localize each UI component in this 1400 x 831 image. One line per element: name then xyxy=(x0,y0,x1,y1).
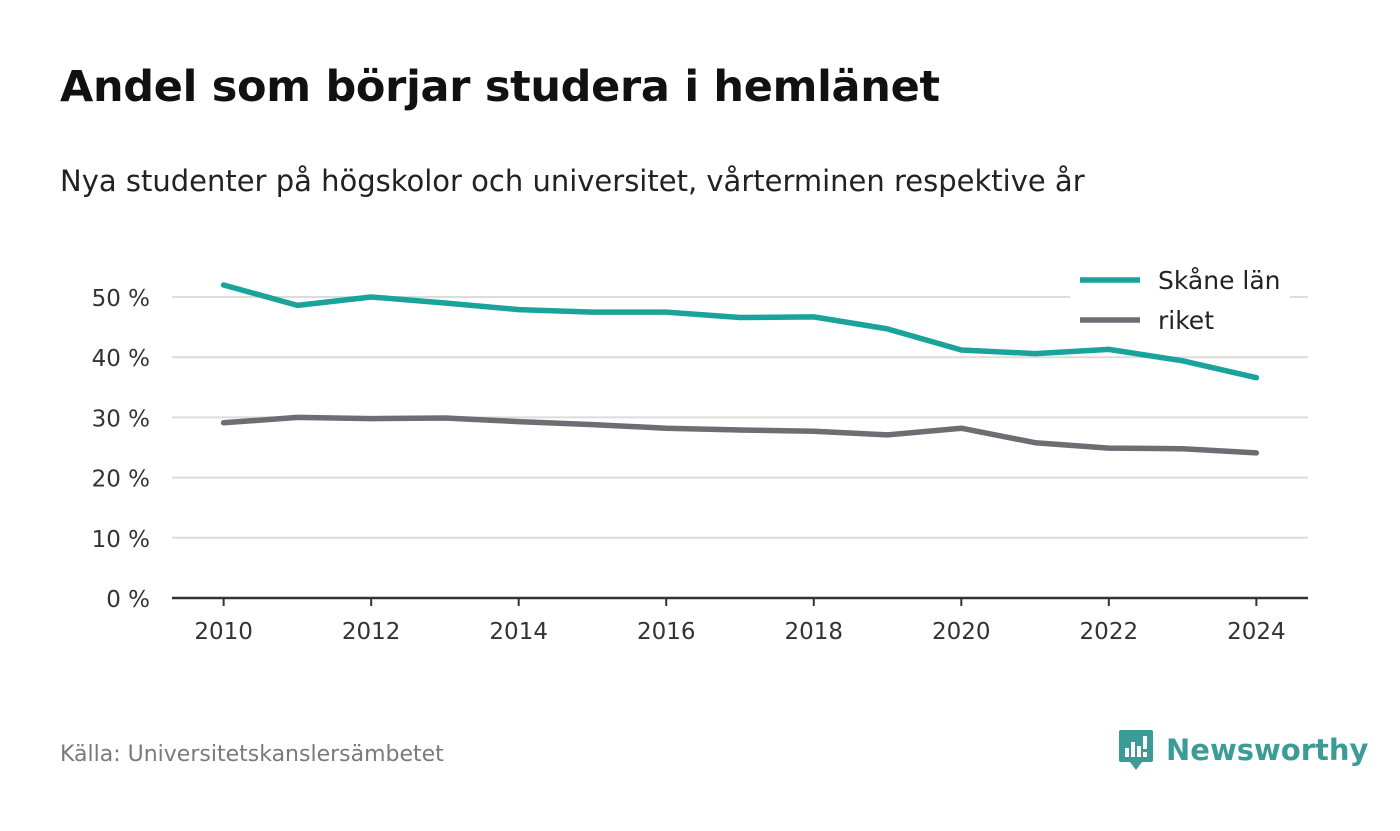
data-point xyxy=(1253,375,1259,381)
x-tick-label: 2020 xyxy=(932,619,991,645)
chart-subtitle: Nya studenter på högskolor och universit… xyxy=(60,164,1085,198)
x-tick-label: 2014 xyxy=(489,619,548,645)
y-tick-label: 10 % xyxy=(92,527,150,553)
data-point xyxy=(1180,358,1186,364)
data-point xyxy=(368,416,374,422)
x-tick-label: 2022 xyxy=(1080,619,1139,645)
data-point xyxy=(516,307,522,313)
series-line xyxy=(220,414,1260,456)
data-point xyxy=(294,414,300,420)
data-point xyxy=(589,422,595,428)
data-point xyxy=(1106,346,1112,352)
y-tick-label: 20 % xyxy=(92,467,150,493)
chart-title: Andel som börjar studera i hemlänet xyxy=(60,62,940,112)
data-point xyxy=(663,425,669,431)
data-point xyxy=(737,427,743,433)
data-point xyxy=(442,300,448,306)
x-tick-label: 2012 xyxy=(342,619,401,645)
data-point xyxy=(1253,450,1259,456)
legend-label: riket xyxy=(1158,306,1214,335)
x-tick-label: 2024 xyxy=(1227,619,1286,645)
data-point xyxy=(442,415,448,421)
data-point xyxy=(958,347,964,353)
y-tick-label: 50 % xyxy=(92,286,150,312)
y-tick-label: 30 % xyxy=(92,406,150,432)
newsworthy-icon xyxy=(1119,730,1153,770)
data-point xyxy=(663,309,669,315)
data-point xyxy=(516,419,522,425)
y-tick-label: 0 % xyxy=(106,587,150,613)
y-tick-label: 40 % xyxy=(92,346,150,372)
x-tick-label: 2010 xyxy=(194,619,253,645)
data-point xyxy=(1106,445,1112,451)
source-note: Källa: Universitetskanslersämbetet xyxy=(60,742,444,767)
x-tick-label: 2018 xyxy=(784,619,843,645)
data-point xyxy=(811,314,817,320)
data-point xyxy=(1032,440,1038,446)
brand-name: Newsworthy xyxy=(1166,733,1369,767)
data-point xyxy=(221,420,227,426)
data-point xyxy=(885,432,891,438)
data-point xyxy=(737,314,743,320)
data-point xyxy=(589,309,595,315)
legend-background xyxy=(1070,260,1290,344)
data-point xyxy=(294,302,300,308)
x-tick-label: 2016 xyxy=(637,619,696,645)
legend-label: Skåne län xyxy=(1158,266,1281,295)
data-point xyxy=(1032,351,1038,357)
data-point xyxy=(885,326,891,332)
data-point xyxy=(1180,446,1186,452)
data-point xyxy=(958,425,964,431)
data-point xyxy=(811,428,817,434)
data-point xyxy=(368,294,374,300)
brand-logo[interactable]: Newsworthy xyxy=(1118,728,1368,772)
data-point xyxy=(221,282,227,288)
